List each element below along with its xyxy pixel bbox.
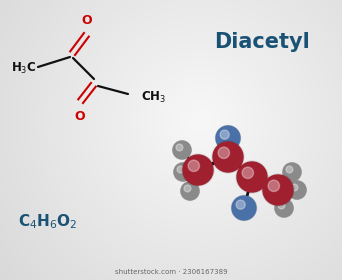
Circle shape	[213, 142, 243, 172]
Circle shape	[268, 180, 279, 192]
Circle shape	[173, 141, 191, 159]
Circle shape	[174, 163, 192, 181]
Text: shutterstock.com · 2306167389: shutterstock.com · 2306167389	[115, 269, 227, 275]
Circle shape	[183, 155, 213, 185]
Circle shape	[237, 162, 267, 192]
Circle shape	[291, 184, 298, 191]
Circle shape	[236, 200, 245, 209]
Circle shape	[218, 147, 229, 158]
Circle shape	[177, 166, 184, 173]
Circle shape	[263, 175, 293, 205]
Circle shape	[288, 181, 306, 199]
Text: O: O	[82, 14, 92, 27]
Text: H$_3$C: H$_3$C	[11, 60, 36, 76]
Text: O: O	[75, 110, 85, 123]
Text: Diacetyl: Diacetyl	[214, 32, 310, 52]
Circle shape	[242, 167, 253, 179]
Circle shape	[278, 202, 285, 209]
Text: C$_4$H$_6$O$_2$: C$_4$H$_6$O$_2$	[18, 213, 78, 231]
Circle shape	[220, 130, 229, 139]
Circle shape	[188, 160, 199, 172]
Circle shape	[176, 144, 183, 151]
Circle shape	[232, 196, 256, 220]
Circle shape	[184, 185, 191, 192]
Circle shape	[286, 166, 293, 173]
Circle shape	[216, 126, 240, 150]
Text: CH$_3$: CH$_3$	[141, 89, 166, 104]
Circle shape	[275, 199, 293, 217]
Circle shape	[181, 182, 199, 200]
Circle shape	[283, 163, 301, 181]
